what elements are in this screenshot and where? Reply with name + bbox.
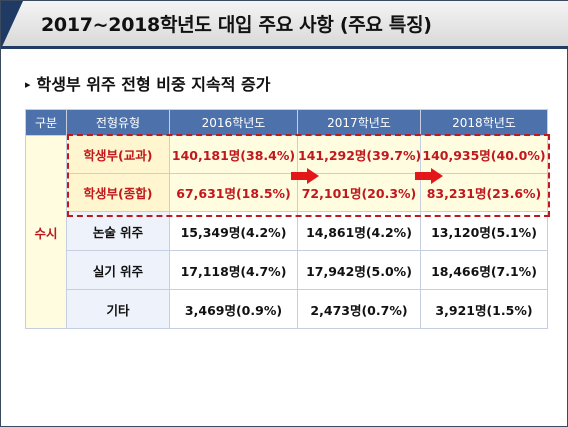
- increase-arrow-icon: [415, 168, 443, 184]
- group-label: 수시: [25, 135, 67, 329]
- header-category: 구분: [25, 109, 67, 136]
- bullet-text: 학생부 위주 전형 비중 지속적 증가: [36, 75, 271, 94]
- bullet-point: ▸ 학생부 위주 전형 비중 지속적 증가: [25, 71, 270, 95]
- table-row: 학생부(종합) 67,631명(18.5%) 72,101명(20.3%) 83…: [26, 173, 548, 212]
- title-bar: 2017~2018학년도 대입 주요 사항 (주요 특징): [1, 1, 568, 49]
- cell-2017: 2,473명(0.7%): [297, 289, 421, 329]
- increase-arrow-icon: [291, 168, 319, 184]
- table-row: 실기 위주 17,118명(4.7%) 17,942명(5.0%) 18,466…: [26, 250, 548, 290]
- header-2018: 2018학년도: [420, 109, 548, 136]
- cell-2018: 3,921명(1.5%): [420, 289, 548, 329]
- row-type: 기타: [66, 289, 170, 329]
- page-title: 2017~2018학년도 대입 주요 사항 (주요 특징): [41, 14, 432, 36]
- title-accent-corner: [1, 1, 23, 49]
- header-type: 전형유형: [66, 109, 170, 136]
- cell-2016: 140,181명(38.4%): [169, 135, 298, 174]
- cell-2017: 14,861명(4.2%): [297, 211, 421, 251]
- cell-2017: 141,292명(39.7%): [297, 135, 421, 174]
- cell-2016: 17,118명(4.7%): [169, 250, 298, 290]
- table-row: 수시 학생부(교과) 140,181명(38.4%) 141,292명(39.7…: [25, 135, 548, 329]
- row-type: 논술 위주: [66, 211, 170, 251]
- header-2016: 2016학년도: [169, 109, 298, 136]
- cell-2017: 17,942명(5.0%): [297, 250, 421, 290]
- row-type: 학생부(교과): [66, 135, 170, 174]
- cell-2018: 140,935명(40.0%): [420, 135, 548, 174]
- row-type: 실기 위주: [66, 250, 170, 290]
- table-row: 기타 3,469명(0.9%) 2,473명(0.7%) 3,921명(1.5%…: [26, 289, 548, 329]
- cell-2016: 3,469명(0.9%): [169, 289, 298, 329]
- cell-2016: 15,349명(4.2%): [169, 211, 298, 251]
- cell-2018: 18,466명(7.1%): [420, 250, 548, 290]
- bullet-triangle-icon: ▸: [25, 78, 31, 91]
- row-type: 학생부(종합): [66, 173, 170, 212]
- table-header-row: 구분 전형유형 2016학년도 2017학년도 2018학년도: [25, 109, 548, 136]
- header-2017: 2017학년도: [297, 109, 421, 136]
- cell-2018: 13,120명(5.1%): [420, 211, 548, 251]
- admission-table: 구분 전형유형 2016학년도 2017학년도 2018학년도 수시 학생부(교…: [25, 109, 548, 329]
- cell-2016: 67,631명(18.5%): [169, 173, 298, 212]
- table-row: 논술 위주 15,349명(4.2%) 14,861명(4.2%) 13,120…: [26, 211, 548, 251]
